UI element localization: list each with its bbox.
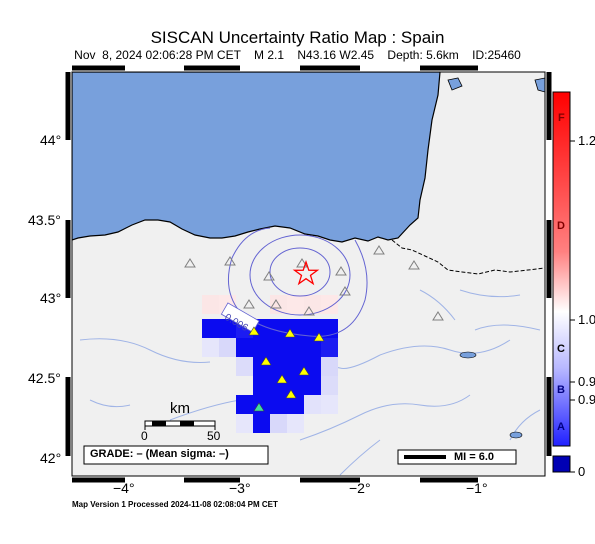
sea-area (72, 72, 441, 243)
stations-used (248, 326, 325, 412)
lat-label: 44° (40, 132, 62, 148)
scale-unit: km (170, 400, 190, 417)
map-frame (71, 71, 546, 477)
scale-bar (144, 420, 216, 430)
island (447, 77, 463, 91)
grade-box (83, 445, 269, 465)
colorbar-value: 0.9 (578, 374, 595, 389)
contour-label-box (220, 302, 260, 333)
lat-label: 42° (40, 450, 62, 466)
grade-label: D (557, 220, 565, 232)
colorbar-value: 1.2 (578, 133, 595, 148)
island (534, 77, 545, 93)
grade-label: F (558, 112, 565, 124)
lon-label: −1° (466, 480, 488, 496)
mi-text: MI = 6.0 (454, 451, 495, 463)
border-line (391, 239, 545, 275)
grade-text: GRADE: – (Mean sigma: –) (90, 448, 229, 460)
epicenter-star (292, 259, 320, 286)
lake (509, 431, 523, 439)
lat-label: 43° (40, 290, 62, 306)
scale-tick: 50 (207, 429, 221, 443)
lon-label: −4° (113, 480, 135, 496)
colorbar-value: 0.9 (578, 392, 595, 407)
frame-ticks (65, 65, 552, 483)
mi-box (397, 449, 517, 465)
footer-processed: Map Version 1 Processed 2024-11-08 02:08… (72, 500, 278, 509)
event-subtitle: Nov 8, 2024 02:06:28 PM CET M 2.1 N43.16… (74, 48, 521, 62)
colorbar-value: 1.0 (578, 312, 595, 327)
grade-label: C (557, 343, 565, 355)
stations-unused (184, 245, 444, 321)
lat-label: 42.5° (28, 370, 61, 386)
colorbar (552, 91, 575, 473)
grade-label: A (557, 421, 565, 433)
lon-label: −3° (229, 480, 251, 496)
grade-label: B (557, 384, 565, 396)
map-title: SISCAN Uncertainty Ratio Map : Spain (150, 28, 445, 47)
lat-label: 43.5° (28, 212, 61, 228)
lake (459, 351, 477, 359)
scale-tick: 0 (141, 429, 148, 443)
uncertainty-contours (227, 227, 368, 337)
lon-label: −2° (349, 480, 371, 496)
colorbar-value: 0 (578, 464, 586, 479)
